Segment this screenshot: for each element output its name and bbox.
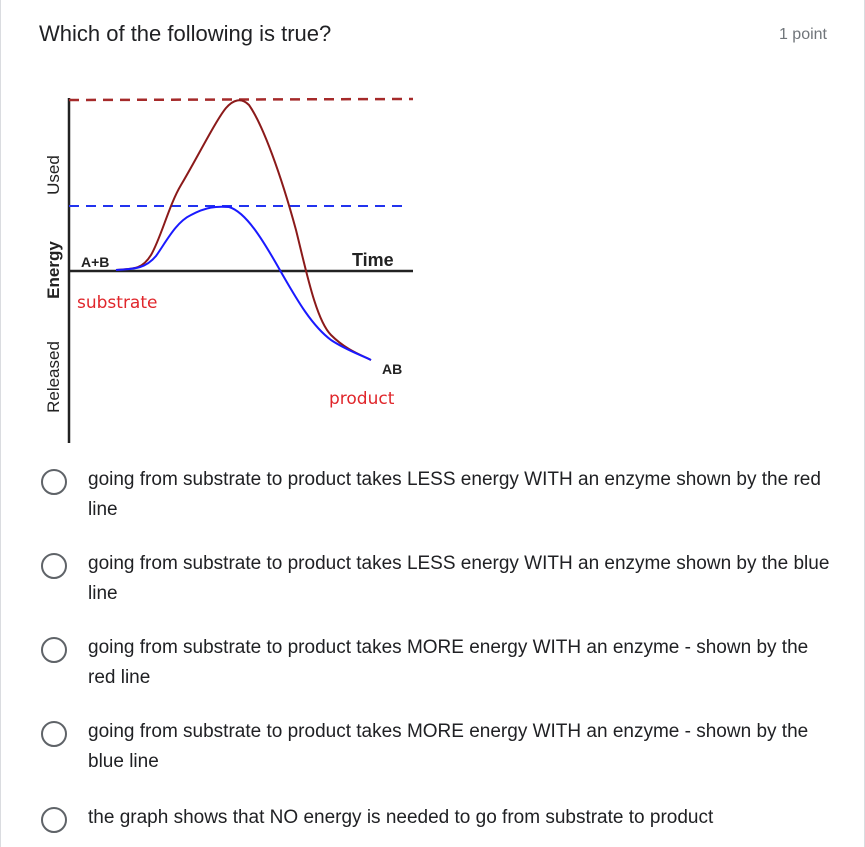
option-label: the graph shows that NO energy is needed… [88, 807, 714, 828]
blue-curve [115, 205, 372, 361]
option-5[interactable]: the graph shows that NO energy is needed… [41, 803, 831, 833]
points-label: 1 point [778, 26, 827, 43]
radio-button[interactable] [41, 553, 67, 579]
option-1[interactable]: going from substrate to product takes LE… [41, 465, 831, 525]
option-2[interactable]: going from substrate to product takes LE… [41, 549, 831, 609]
time-label: Time [352, 250, 394, 270]
energy-diagram: Used Energy Released A+B Time substrate … [44, 97, 414, 443]
radio-button[interactable] [41, 469, 67, 495]
option-4[interactable]: going from substrate to product takes MO… [41, 717, 831, 777]
reactants-label: A+B [81, 254, 109, 270]
y-label-used: Used [44, 155, 63, 195]
red-curve [115, 99, 372, 361]
radio-button[interactable] [41, 637, 67, 663]
option-label: going from substrate to product takes MO… [88, 637, 809, 688]
option-label: going from substrate to product takes LE… [88, 469, 821, 520]
y-label-released: Released [44, 341, 63, 413]
radio-button[interactable] [41, 807, 67, 833]
y-label-energy: Energy [44, 241, 63, 299]
substrate-label: substrate [77, 293, 157, 313]
radio-button[interactable] [41, 721, 67, 747]
option-3[interactable]: going from substrate to product takes MO… [41, 633, 831, 693]
option-label: going from substrate to product takes LE… [88, 553, 830, 604]
product-label: product [329, 389, 395, 409]
question-title: Which of the following is true? [39, 21, 332, 46]
product-formula-label: AB [382, 361, 402, 377]
option-label: going from substrate to product takes MO… [88, 721, 809, 772]
